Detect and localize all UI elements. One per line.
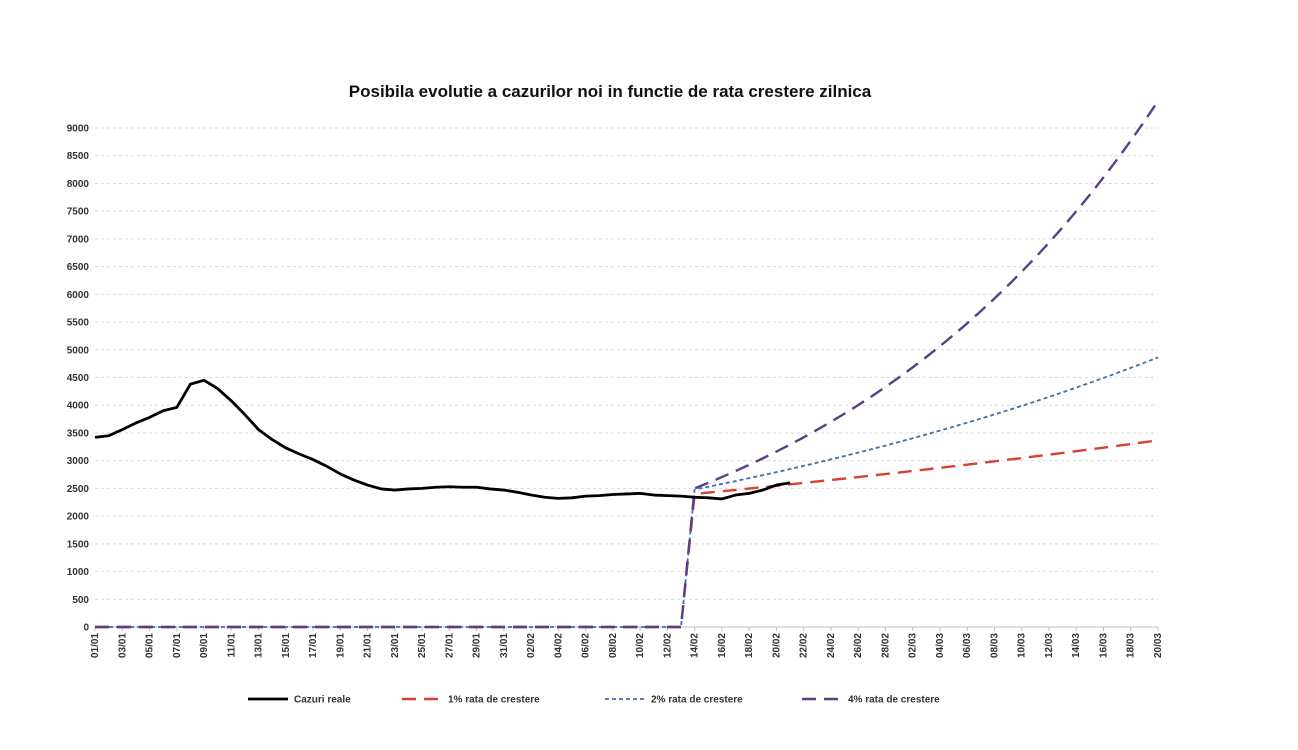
x-tick-label: 16/03 xyxy=(1098,633,1109,658)
x-tick-label: 10/03 xyxy=(1017,633,1028,658)
x-tick-label: 18/03 xyxy=(1126,633,1137,658)
legend-label-0: Cazuri reale xyxy=(294,695,351,706)
x-tick-label: 22/02 xyxy=(799,633,810,658)
x-tick-label: 02/03 xyxy=(908,633,919,658)
x-tick-label: 29/01 xyxy=(472,633,483,658)
y-axis-ticks: 0 500 1000 1500 2000 2500 3000 3500 4000 4500 5000… xyxy=(67,124,90,634)
x-tick-label: 25/01 xyxy=(417,633,428,658)
x-tick-label: 07/01 xyxy=(172,633,183,658)
series-line-0 xyxy=(94,378,791,501)
x-tick-label: 06/02 xyxy=(581,633,592,658)
y-tick-label: 0 xyxy=(83,623,89,634)
y-tick-label: 2000 xyxy=(67,512,90,523)
x-tick-label: 08/02 xyxy=(608,633,619,658)
legend-label-2: 2% rata de crestere xyxy=(651,695,743,706)
y-tick-label: 500 xyxy=(72,595,89,606)
y-tick-label: 8500 xyxy=(67,151,90,162)
x-tick-label: 28/02 xyxy=(880,633,891,658)
series xyxy=(94,100,1159,629)
x-tick-label: 24/02 xyxy=(826,633,837,658)
y-tick-label: 4500 xyxy=(67,373,90,384)
series-line-2 xyxy=(95,356,1159,628)
x-tick-label: 14/02 xyxy=(690,633,701,658)
x-axis-ticks: 01/01 03/01 05/01 07/01 09/01 11/01 13/01 15/01… xyxy=(90,627,1164,658)
y-tick-label: 1000 xyxy=(67,567,90,578)
gridlines xyxy=(95,127,1158,600)
legend: Cazuri reale 1% rata de crestere 2% rata d… xyxy=(248,695,940,706)
y-tick-label: 7500 xyxy=(67,207,90,218)
y-tick-label: 5000 xyxy=(67,345,90,356)
x-tick-label: 10/02 xyxy=(635,633,646,658)
y-tick-label: 6500 xyxy=(67,262,90,273)
x-tick-label: 12/03 xyxy=(1044,633,1055,658)
x-tick-label: 04/03 xyxy=(935,633,946,658)
x-tick-label: 02/02 xyxy=(526,633,537,658)
y-tick-label: 7000 xyxy=(67,234,90,245)
legend-label-1: 1% rata de crestere xyxy=(448,695,540,706)
chart-title: Posibila evolutie a cazurilor noi in fun… xyxy=(348,82,872,101)
x-tick-label: 20/03 xyxy=(1153,633,1164,658)
x-tick-label: 14/03 xyxy=(1071,633,1082,658)
x-tick-label: 04/02 xyxy=(553,633,564,658)
x-tick-label: 08/03 xyxy=(989,633,1000,658)
x-tick-label: 13/01 xyxy=(254,633,265,658)
x-tick-label: 15/01 xyxy=(281,633,292,658)
y-tick-label: 2500 xyxy=(67,484,90,495)
series-line-3 xyxy=(95,100,1159,629)
x-tick-label: 18/02 xyxy=(744,633,755,658)
y-tick-label: 5500 xyxy=(67,318,90,329)
series-line-1 xyxy=(95,439,1159,629)
x-tick-label: 03/01 xyxy=(117,633,128,658)
y-tick-label: 6000 xyxy=(67,290,90,301)
x-tick-label: 05/01 xyxy=(145,633,156,658)
x-tick-label: 23/01 xyxy=(390,633,401,658)
x-tick-label: 17/01 xyxy=(308,633,319,658)
y-tick-label: 3500 xyxy=(67,428,90,439)
x-tick-label: 12/02 xyxy=(662,633,673,658)
y-tick-label: 8000 xyxy=(67,179,90,190)
x-tick-label: 01/01 xyxy=(90,633,101,658)
legend-label-3: 4% rata de crestere xyxy=(848,695,940,706)
x-tick-label: 21/01 xyxy=(363,633,374,658)
x-tick-label: 06/03 xyxy=(962,633,973,658)
x-tick-label: 16/02 xyxy=(717,633,728,658)
x-tick-label: 26/02 xyxy=(853,633,864,658)
x-tick-label: 11/01 xyxy=(226,633,237,658)
x-tick-label: 09/01 xyxy=(199,633,210,658)
y-tick-label: 1500 xyxy=(67,539,90,550)
y-tick-label: 9000 xyxy=(67,124,90,135)
x-tick-label: 31/01 xyxy=(499,633,510,658)
y-tick-label: 3000 xyxy=(67,456,90,467)
x-tick-label: 19/01 xyxy=(335,633,346,658)
x-tick-label: 27/01 xyxy=(444,633,455,658)
y-tick-label: 4000 xyxy=(67,401,90,412)
x-tick-label: 20/02 xyxy=(771,633,782,658)
